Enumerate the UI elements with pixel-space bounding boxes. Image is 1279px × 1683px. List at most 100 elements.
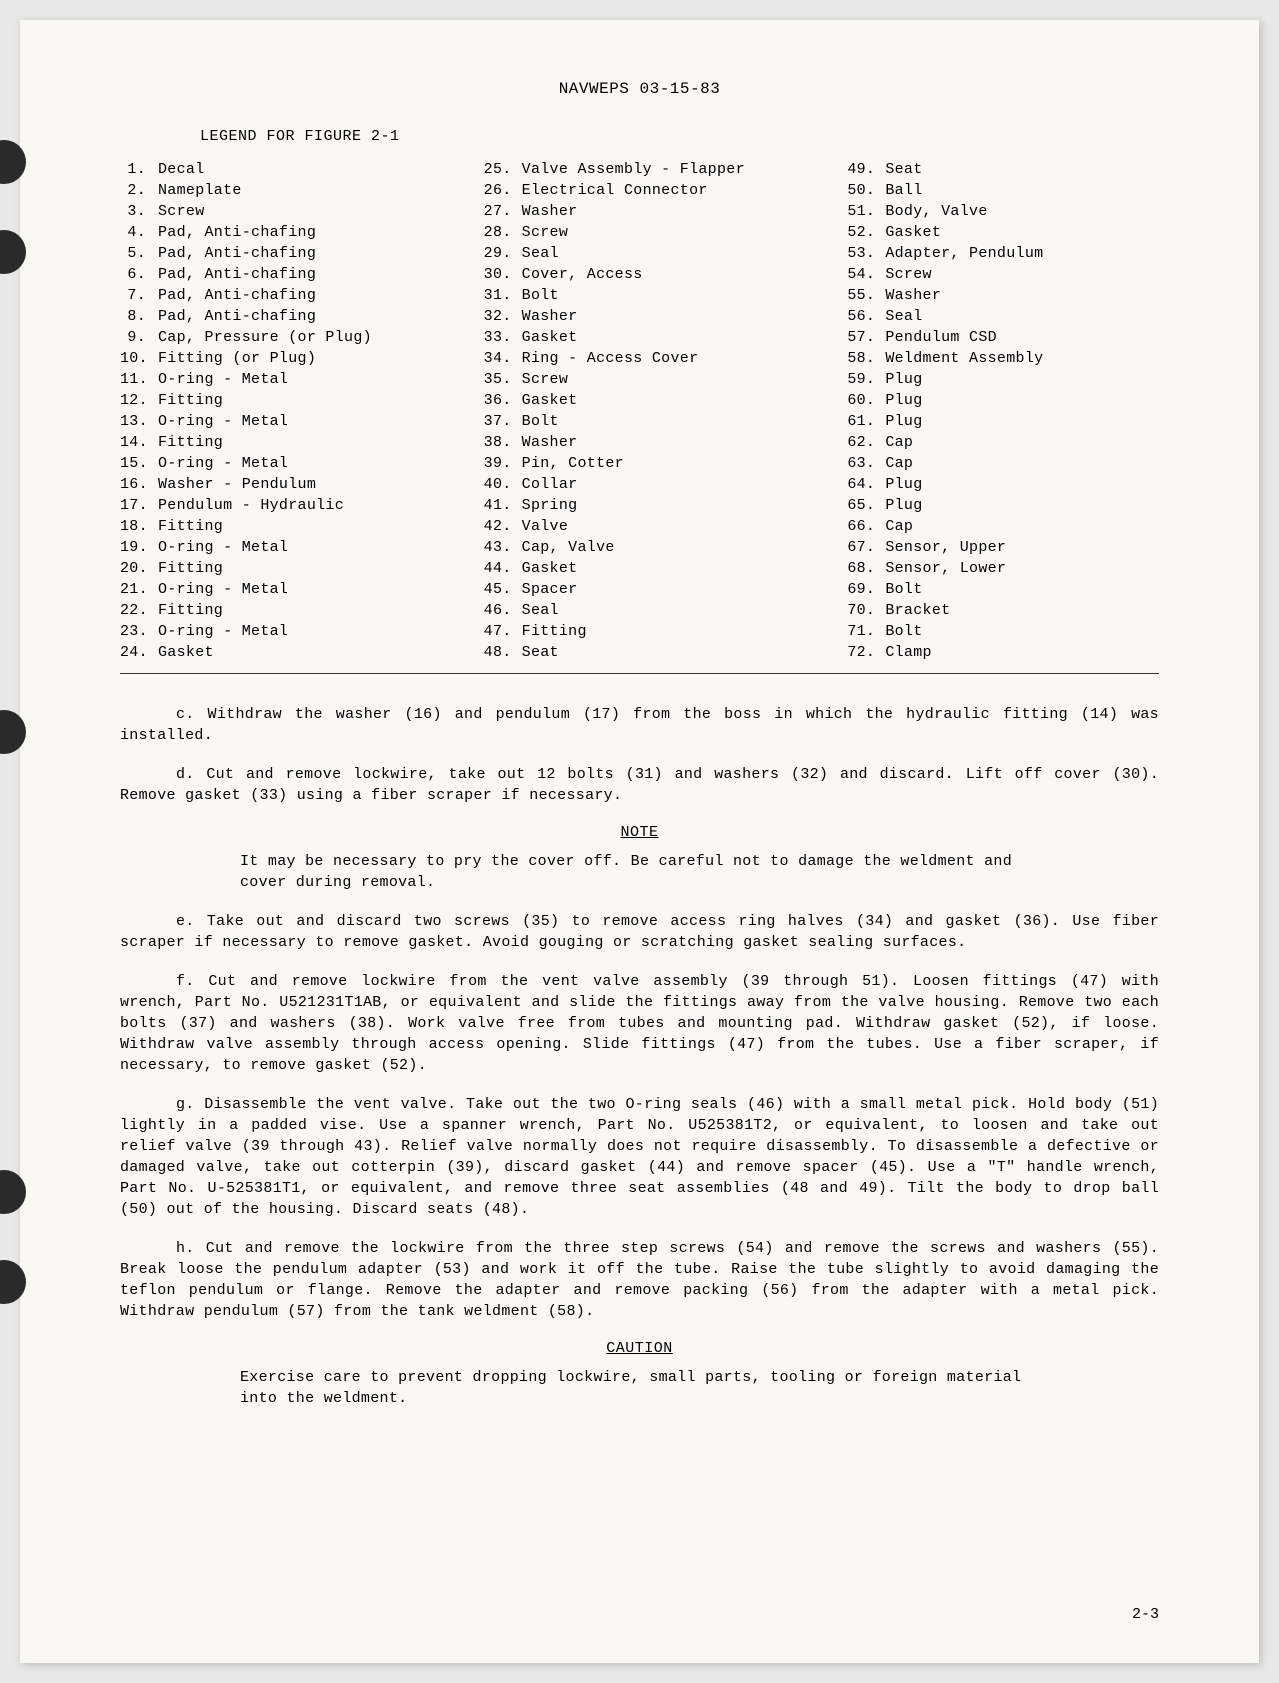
legend-number: 34. xyxy=(484,348,522,369)
legend-row: 26.Electrical Connector xyxy=(484,180,837,201)
legend-label: Cap xyxy=(885,516,1159,537)
legend-number: 52. xyxy=(847,222,885,243)
paragraph-h: h. Cut and remove the lockwire from the … xyxy=(120,1238,1159,1322)
legend-number: 36. xyxy=(484,390,522,411)
legend-number: 57. xyxy=(847,327,885,348)
legend-label: Cap, Pressure (or Plug) xyxy=(158,327,473,348)
legend-row: 63.Cap xyxy=(847,453,1159,474)
legend-row: 35.Screw xyxy=(484,369,837,390)
legend-number: 27. xyxy=(484,201,522,222)
legend-label: Ball xyxy=(885,180,1159,201)
legend-number: 45. xyxy=(484,579,522,600)
legend-number: 66. xyxy=(847,516,885,537)
legend-number: 64. xyxy=(847,474,885,495)
legend-row: 1.Decal xyxy=(120,159,473,180)
legend-row: 64.Plug xyxy=(847,474,1159,495)
legend-label: Plug xyxy=(885,390,1159,411)
legend-row: 41.Spring xyxy=(484,495,837,516)
legend-row: 7.Pad, Anti-chafing xyxy=(120,285,473,306)
legend-label: Bolt xyxy=(885,621,1159,642)
legend-number: 25. xyxy=(484,159,522,180)
legend-label: Screw xyxy=(522,369,837,390)
legend-row: 37.Bolt xyxy=(484,411,837,432)
legend-row: 49.Seat xyxy=(847,159,1159,180)
legend-row: 29.Seal xyxy=(484,243,837,264)
legend-number: 28. xyxy=(484,222,522,243)
legend-number: 6. xyxy=(120,264,158,285)
legend-label: O-ring - Metal xyxy=(158,411,473,432)
legend-row: 2.Nameplate xyxy=(120,180,473,201)
legend-number: 20. xyxy=(120,558,158,579)
punch-hole xyxy=(0,1260,26,1304)
legend-row: 9.Cap, Pressure (or Plug) xyxy=(120,327,473,348)
legend-label: Seat xyxy=(885,159,1159,180)
legend-row: 71.Bolt xyxy=(847,621,1159,642)
legend-label: Spring xyxy=(522,495,837,516)
legend-number: 63. xyxy=(847,453,885,474)
legend-number: 4. xyxy=(120,222,158,243)
legend-label: Pad, Anti-chafing xyxy=(158,243,473,264)
legend-row: 28.Screw xyxy=(484,222,837,243)
legend-number: 7. xyxy=(120,285,158,306)
legend-row: 65.Plug xyxy=(847,495,1159,516)
legend-number: 18. xyxy=(120,516,158,537)
legend-row: 6.Pad, Anti-chafing xyxy=(120,264,473,285)
legend-number: 8. xyxy=(120,306,158,327)
legend-number: 37. xyxy=(484,411,522,432)
legend-label: Screw xyxy=(522,222,837,243)
legend-row: 13.O-ring - Metal xyxy=(120,411,473,432)
legend-row: 30.Cover, Access xyxy=(484,264,837,285)
legend-row: 46.Seal xyxy=(484,600,837,621)
legend-number: 44. xyxy=(484,558,522,579)
legend-row: 27.Washer xyxy=(484,201,837,222)
legend-row: 8.Pad, Anti-chafing xyxy=(120,306,473,327)
legend-row: 24.Gasket xyxy=(120,642,473,663)
legend-row: 66.Cap xyxy=(847,516,1159,537)
caution-heading: CAUTION xyxy=(120,1340,1159,1357)
legend-row: 43.Cap, Valve xyxy=(484,537,837,558)
legend-number: 61. xyxy=(847,411,885,432)
legend-number: 5. xyxy=(120,243,158,264)
legend-label: Seat xyxy=(522,642,837,663)
legend-number: 58. xyxy=(847,348,885,369)
legend-label: Spacer xyxy=(522,579,837,600)
legend-row: 50.Ball xyxy=(847,180,1159,201)
legend-column-3: 49.Seat50.Ball51.Body, Valve52.Gasket53.… xyxy=(847,159,1159,663)
legend-label: Pin, Cotter xyxy=(522,453,837,474)
legend-number: 29. xyxy=(484,243,522,264)
legend-label: Electrical Connector xyxy=(522,180,837,201)
legend-row: 10.Fitting (or Plug) xyxy=(120,348,473,369)
page-number: 2-3 xyxy=(1132,1606,1159,1623)
legend-label: O-ring - Metal xyxy=(158,621,473,642)
legend-row: 68.Sensor, Lower xyxy=(847,558,1159,579)
legend-row: 38.Washer xyxy=(484,432,837,453)
legend-label: Plug xyxy=(885,495,1159,516)
legend-row: 54.Screw xyxy=(847,264,1159,285)
legend-label: Fitting xyxy=(158,432,473,453)
legend-row: 55.Washer xyxy=(847,285,1159,306)
legend-row: 23.O-ring - Metal xyxy=(120,621,473,642)
legend-number: 22. xyxy=(120,600,158,621)
legend-row: 21.O-ring - Metal xyxy=(120,579,473,600)
legend-number: 55. xyxy=(847,285,885,306)
legend-number: 3. xyxy=(120,201,158,222)
legend-number: 54. xyxy=(847,264,885,285)
paragraph-d: d. Cut and remove lockwire, take out 12 … xyxy=(120,764,1159,806)
legend-label: Fitting xyxy=(158,558,473,579)
legend-number: 69. xyxy=(847,579,885,600)
note-heading: NOTE xyxy=(120,824,1159,841)
legend-label: O-ring - Metal xyxy=(158,537,473,558)
legend-label: Seal xyxy=(522,600,837,621)
legend-label: Gasket xyxy=(522,390,837,411)
legend-number: 17. xyxy=(120,495,158,516)
legend-label: Screw xyxy=(158,201,473,222)
legend-row: 31.Bolt xyxy=(484,285,837,306)
legend-number: 62. xyxy=(847,432,885,453)
legend-column-1: 1.Decal2.Nameplate3.Screw4.Pad, Anti-cha… xyxy=(120,159,473,663)
legend-column-2: 25.Valve Assembly - Flapper26.Electrical… xyxy=(484,159,837,663)
legend-number: 68. xyxy=(847,558,885,579)
legend-label: Gasket xyxy=(522,327,837,348)
legend-row: 39.Pin, Cotter xyxy=(484,453,837,474)
legend-number: 71. xyxy=(847,621,885,642)
legend-label: Ring - Access Cover xyxy=(522,348,837,369)
